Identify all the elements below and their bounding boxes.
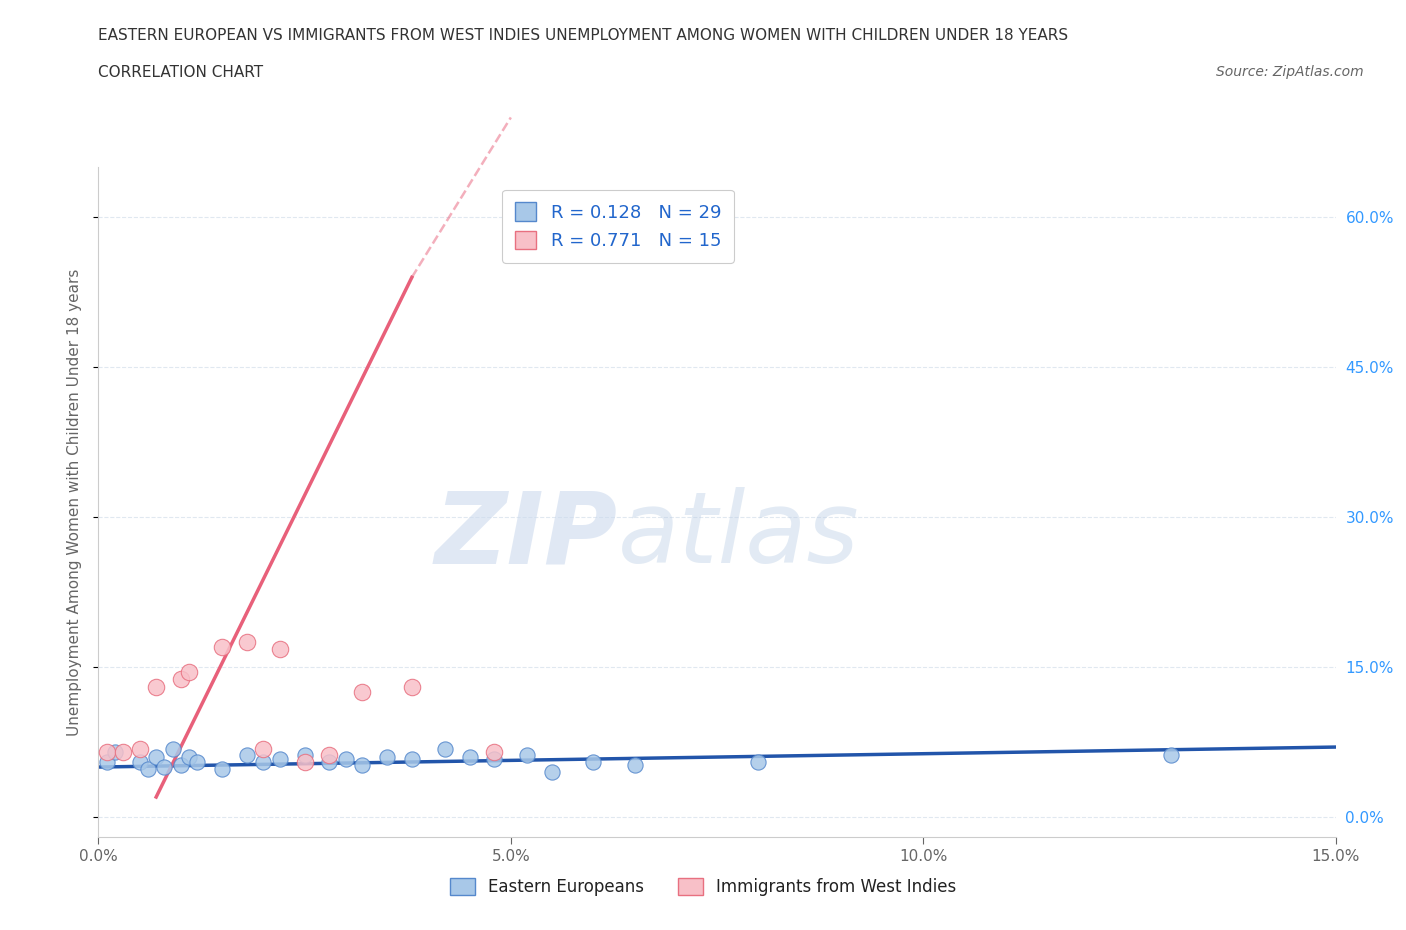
Point: [269, 751, 291, 766]
Point: [352, 758, 374, 773]
Point: [186, 754, 208, 769]
Point: [96, 745, 118, 760]
Point: [335, 751, 357, 766]
Point: [179, 750, 201, 764]
Text: ZIP: ZIP: [434, 487, 619, 584]
Point: [269, 642, 291, 657]
Point: [401, 680, 423, 695]
Point: [170, 758, 193, 773]
Point: [145, 680, 167, 695]
Point: [623, 758, 645, 773]
Text: EASTERN EUROPEAN VS IMMIGRANTS FROM WEST INDIES UNEMPLOYMENT AMONG WOMEN WITH CH: EASTERN EUROPEAN VS IMMIGRANTS FROM WEST…: [98, 28, 1069, 43]
Point: [112, 745, 135, 760]
Point: [252, 741, 274, 756]
Point: [145, 750, 167, 764]
Point: [236, 748, 259, 763]
Point: [96, 754, 118, 769]
Point: [294, 748, 316, 763]
Point: [375, 750, 398, 764]
Point: [401, 751, 423, 766]
Point: [136, 762, 159, 777]
Point: [211, 762, 233, 777]
Point: [516, 748, 538, 763]
Point: [352, 684, 374, 699]
Text: atlas: atlas: [619, 487, 859, 584]
Point: [541, 764, 564, 779]
Point: [104, 745, 127, 760]
Point: [252, 754, 274, 769]
Point: [179, 665, 201, 680]
Legend: Eastern Europeans, Immigrants from West Indies: Eastern Europeans, Immigrants from West …: [443, 871, 963, 903]
Point: [433, 741, 456, 756]
Point: [294, 754, 316, 769]
Point: [211, 640, 233, 655]
Point: [128, 754, 150, 769]
Y-axis label: Unemployment Among Women with Children Under 18 years: Unemployment Among Women with Children U…: [67, 269, 83, 736]
Point: [128, 741, 150, 756]
Point: [153, 760, 176, 775]
Legend: R = 0.128   N = 29, R = 0.771   N = 15: R = 0.128 N = 29, R = 0.771 N = 15: [502, 190, 734, 263]
Point: [458, 750, 481, 764]
Point: [162, 741, 184, 756]
Point: [484, 751, 506, 766]
Point: [170, 671, 193, 686]
Text: Source: ZipAtlas.com: Source: ZipAtlas.com: [1216, 65, 1364, 79]
Point: [747, 754, 769, 769]
Point: [484, 745, 506, 760]
Text: CORRELATION CHART: CORRELATION CHART: [98, 65, 263, 80]
Point: [318, 754, 340, 769]
Point: [582, 754, 605, 769]
Point: [236, 634, 259, 649]
Point: [1160, 748, 1182, 763]
Point: [318, 748, 340, 763]
